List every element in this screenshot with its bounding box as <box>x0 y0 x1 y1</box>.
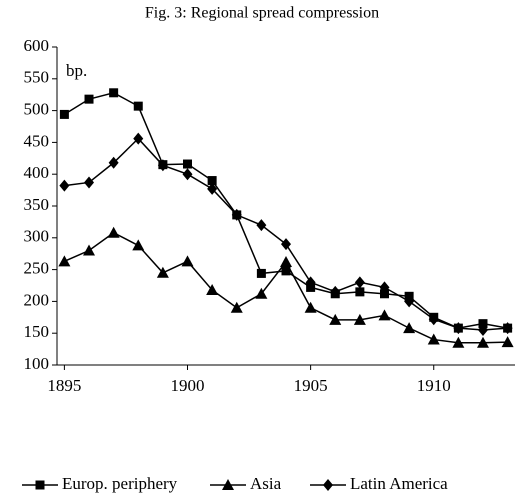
marker <box>379 289 389 299</box>
marker <box>501 336 514 348</box>
marker <box>133 101 143 111</box>
marker <box>281 266 291 276</box>
marker <box>330 285 341 298</box>
marker <box>355 287 365 297</box>
marker <box>181 255 194 267</box>
marker <box>353 313 366 325</box>
x-tick-label: 1900 <box>171 376 205 395</box>
legend-marker <box>222 479 234 490</box>
y-tick-label: 600 <box>24 36 50 55</box>
y-tick-label: 550 <box>24 68 50 87</box>
annotation: bp. <box>66 61 87 80</box>
marker <box>59 179 70 192</box>
marker <box>427 333 440 345</box>
marker <box>428 313 439 326</box>
y-tick-label: 100 <box>24 354 50 373</box>
marker <box>379 281 390 294</box>
marker <box>452 336 465 348</box>
marker <box>206 283 219 295</box>
marker <box>109 88 119 98</box>
marker <box>84 176 95 189</box>
y-tick-label: 350 <box>24 195 50 214</box>
marker <box>329 313 342 325</box>
legend-marker <box>323 479 333 491</box>
marker <box>403 322 416 334</box>
marker <box>207 176 217 186</box>
marker <box>59 109 69 119</box>
y-tick-label: 200 <box>24 290 50 309</box>
marker <box>182 168 193 181</box>
legend-label: Asia <box>250 474 282 493</box>
marker <box>84 94 94 104</box>
series-line <box>64 137 508 331</box>
marker <box>477 324 488 337</box>
marker <box>502 322 513 335</box>
marker <box>132 239 145 251</box>
x-tick-label: 1905 <box>294 376 328 395</box>
marker <box>378 309 391 321</box>
chart-title: Fig. 3: Regional spread compression <box>145 5 379 22</box>
marker <box>256 268 266 278</box>
marker <box>207 182 218 195</box>
marker <box>478 319 488 329</box>
x-tick-label: 1895 <box>47 376 81 395</box>
legend-marker <box>35 480 45 490</box>
marker <box>304 301 317 313</box>
marker <box>305 276 316 289</box>
y-tick-label: 400 <box>24 163 50 182</box>
marker <box>157 159 168 172</box>
marker <box>58 255 71 267</box>
marker <box>156 266 169 278</box>
marker <box>133 132 144 145</box>
marker <box>231 208 242 221</box>
marker <box>280 255 292 267</box>
y-tick-label: 150 <box>24 322 50 341</box>
y-tick-label: 450 <box>24 131 50 150</box>
series-line <box>63 91 508 329</box>
marker <box>476 336 489 348</box>
legend-label: Europ. periphery <box>62 474 178 493</box>
x-tick-label: 1910 <box>417 376 451 395</box>
marker <box>107 226 120 238</box>
y-tick-label: 250 <box>24 259 50 278</box>
marker <box>108 156 119 169</box>
marker <box>281 238 291 251</box>
marker <box>255 287 268 299</box>
marker <box>453 322 464 335</box>
marker <box>256 219 267 232</box>
marker <box>354 276 365 289</box>
y-tick-label: 500 <box>24 100 50 119</box>
marker <box>83 244 96 256</box>
y-tick-label: 300 <box>24 227 50 246</box>
marker <box>404 295 415 308</box>
marker <box>183 159 193 169</box>
marker <box>230 301 243 313</box>
legend-label: Latin America <box>350 474 448 493</box>
